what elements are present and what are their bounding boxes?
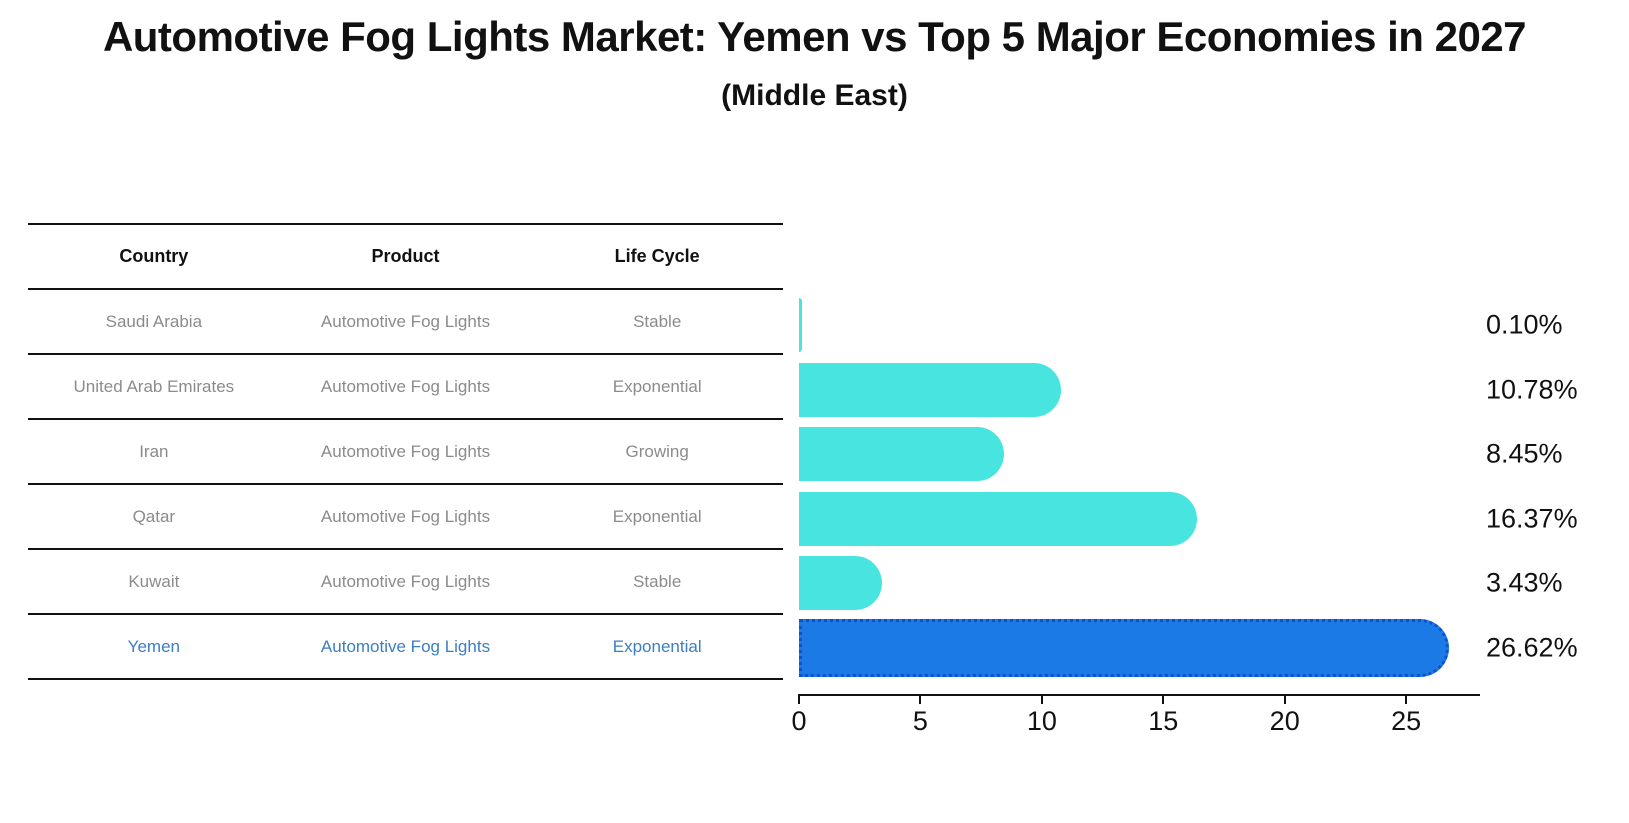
x-axis-tick-label: 10 — [1026, 706, 1057, 736]
bar-value-label: 8.45% — [1486, 438, 1563, 469]
bar-kuwait — [799, 556, 883, 611]
chart-subtitle: (Middle East) — [721, 79, 908, 112]
x-axis-tick-label: 25 — [1391, 706, 1422, 736]
cell-country: United Arab Emirates — [73, 376, 235, 396]
country-table: Country Product Life Cycle Saudi Arabia … — [28, 223, 783, 680]
x-axis-tick — [919, 694, 922, 704]
bar-value-label: 0.10% — [1486, 309, 1563, 340]
table-row: Kuwait Automotive Fog Lights Stable — [28, 550, 783, 615]
cell-country: Iran — [139, 441, 169, 461]
cell-country: Kuwait — [128, 571, 180, 591]
bar-iran — [799, 427, 1005, 482]
x-axis-tick — [798, 694, 800, 704]
cell-lifecycle: Exponential — [612, 636, 702, 656]
bar-value-label: 16.37% — [1486, 503, 1578, 534]
table-row: Iran Automotive Fog Lights Growing — [28, 420, 783, 485]
x-axis-line — [799, 694, 1480, 696]
cell-product: Automotive Fog Lights — [320, 311, 491, 331]
x-axis-tick-label: 20 — [1269, 706, 1300, 736]
cell-lifecycle: Exponential — [612, 376, 702, 396]
bar-qatar — [799, 491, 1197, 546]
x-axis-tick — [1405, 694, 1408, 704]
x-axis-tick — [1283, 694, 1286, 704]
cell-lifecycle: Exponential — [612, 506, 702, 526]
cell-country: Yemen — [127, 636, 180, 656]
x-axis-tick — [1040, 694, 1043, 704]
cell-lifecycle: Stable — [633, 571, 682, 591]
cell-product: Automotive Fog Lights — [320, 636, 491, 656]
x-axis-tick-label: 5 — [912, 706, 928, 736]
bar-value-label: 26.62% — [1486, 632, 1578, 663]
bar-saudi-arabia — [799, 298, 802, 352]
cell-lifecycle: Growing — [625, 441, 689, 461]
table-row: United Arab Emirates Automotive Fog Ligh… — [28, 355, 783, 420]
table-row: Yemen Automotive Fog Lights Exponential — [28, 615, 783, 680]
cell-product: Automotive Fog Lights — [320, 506, 491, 526]
table-header-country: Country — [119, 246, 189, 266]
bar-united-arab-emirates — [799, 362, 1061, 417]
table-row: Qatar Automotive Fog Lights Exponential — [28, 485, 783, 550]
x-axis-tick-label: 0 — [791, 706, 807, 736]
cell-country: Saudi Arabia — [105, 311, 203, 331]
table-header-product: Product — [371, 246, 440, 266]
table-body: Saudi Arabia Automotive Fog Lights Stabl… — [28, 290, 783, 680]
x-axis-tick — [1162, 694, 1165, 704]
cell-product: Automotive Fog Lights — [320, 441, 491, 461]
bar-yemen — [799, 619, 1450, 677]
table-header-lifecycle: Life Cycle — [614, 246, 700, 266]
chart-title: Automotive Fog Lights Market: Yemen vs T… — [102, 13, 1527, 60]
bar-value-label: 10.78% — [1486, 374, 1578, 405]
table-row: Saudi Arabia Automotive Fog Lights Stabl… — [28, 290, 783, 355]
cell-lifecycle: Stable — [633, 311, 682, 331]
cell-product: Automotive Fog Lights — [320, 376, 491, 396]
x-axis-tick-label: 15 — [1148, 706, 1179, 736]
cell-country: Qatar — [132, 506, 176, 526]
table-header-row: Country Product Life Cycle — [28, 223, 783, 290]
cell-product: Automotive Fog Lights — [320, 571, 491, 591]
bar-value-label: 3.43% — [1486, 567, 1563, 598]
